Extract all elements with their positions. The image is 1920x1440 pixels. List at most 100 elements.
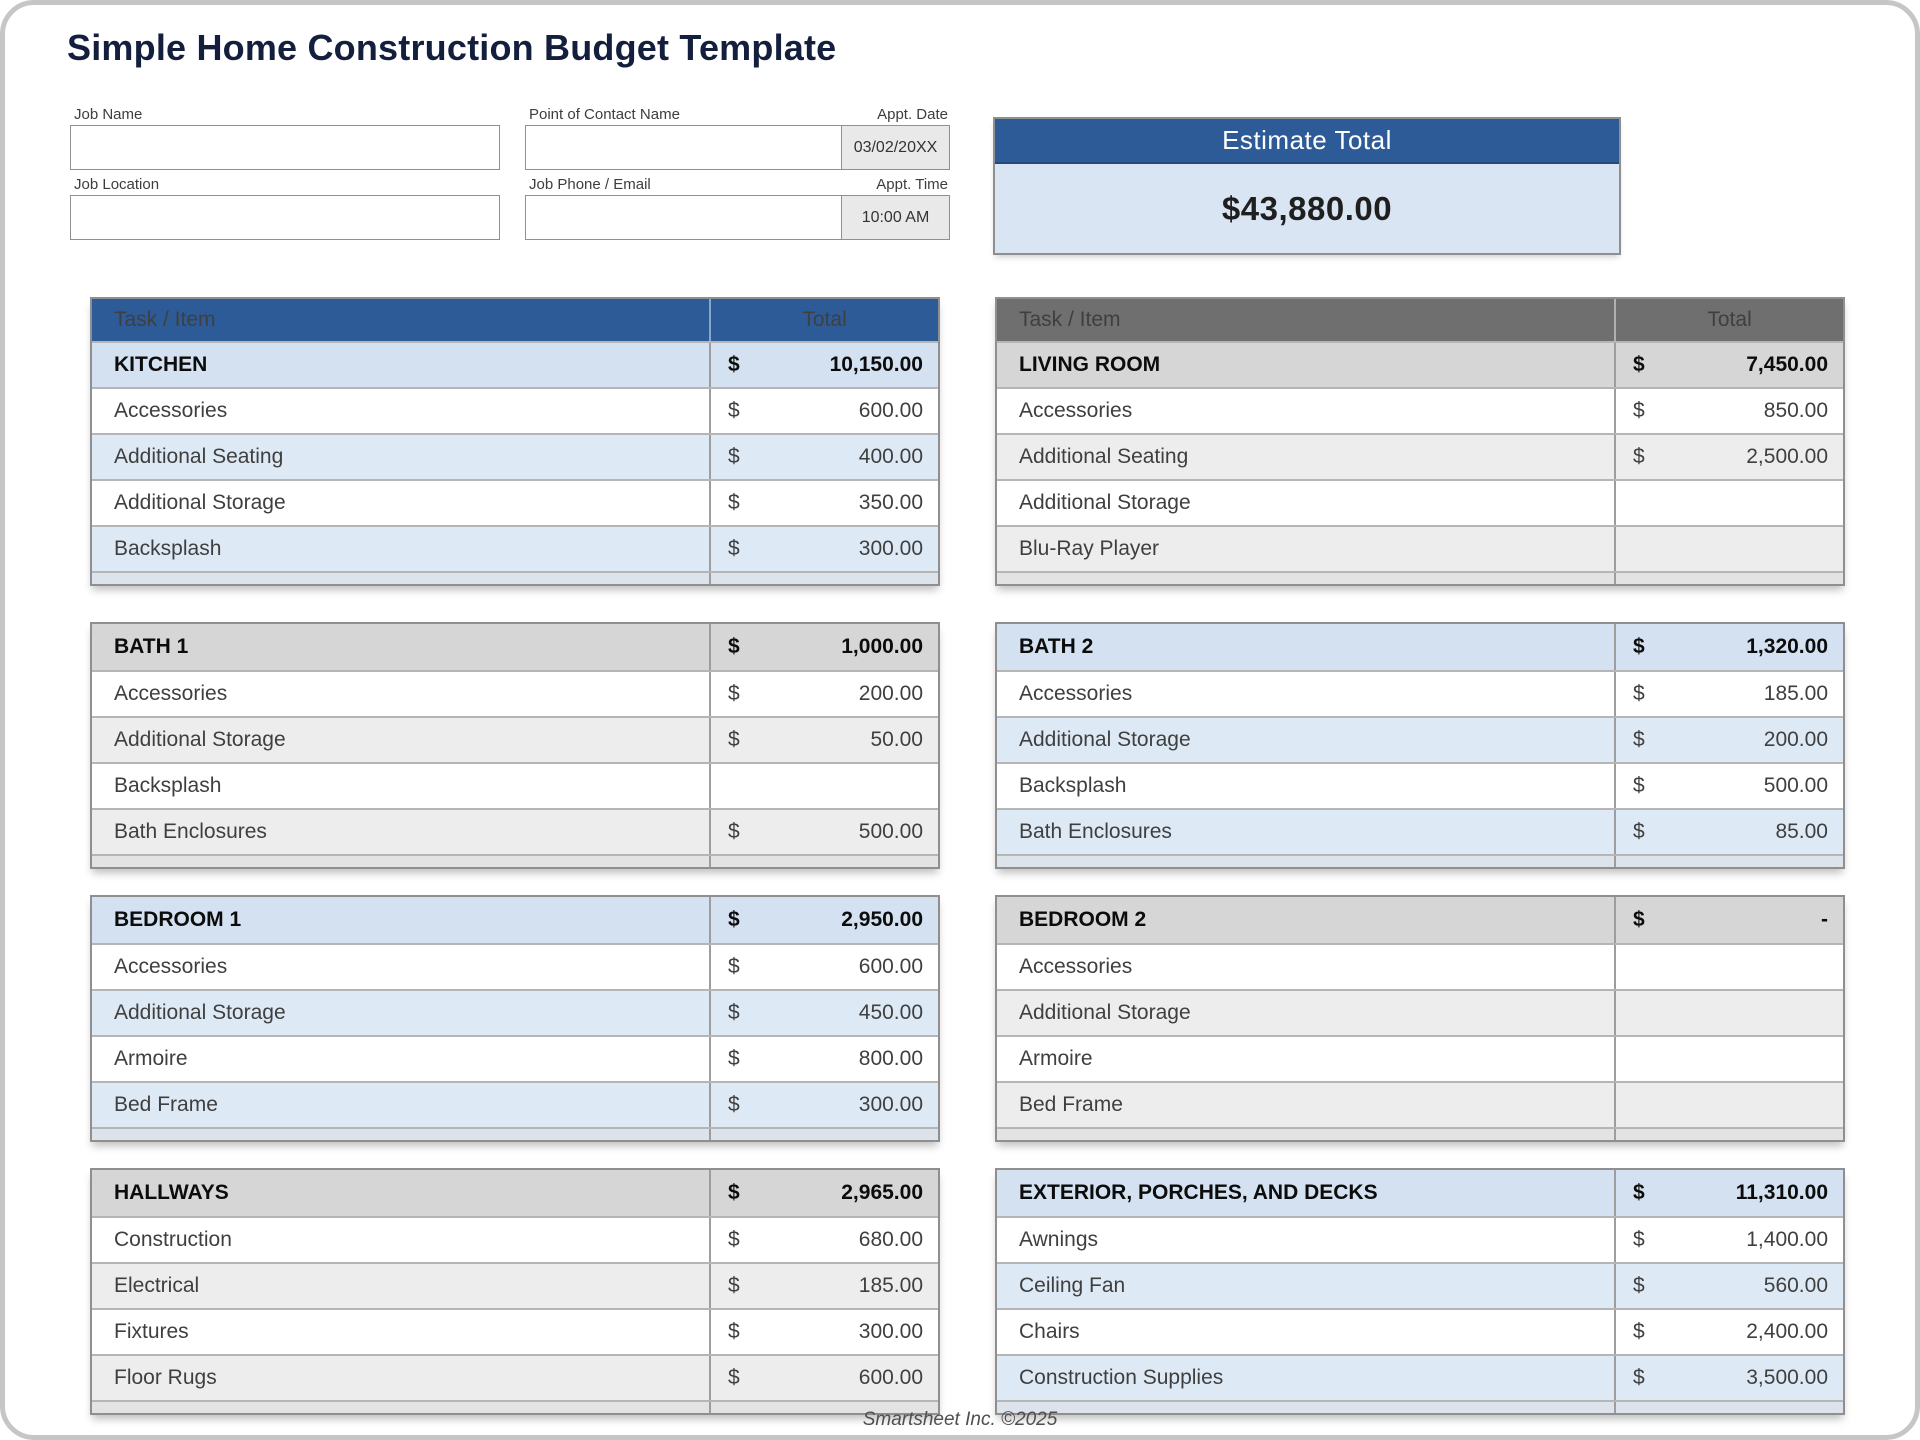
total-cell[interactable]	[1613, 1402, 1843, 1413]
total-cell[interactable]	[1613, 991, 1843, 1035]
total-cell[interactable]: $300.00	[708, 527, 938, 571]
table-row: Backsplash $300.00	[92, 525, 938, 571]
phone-email-input[interactable]	[526, 196, 841, 239]
total-cell[interactable]: $600.00	[708, 1356, 938, 1400]
total-cell[interactable]: $11,310.00	[1613, 1170, 1843, 1216]
currency-symbol: $	[727, 908, 740, 931]
table-row: Additional Storage $50.00	[92, 716, 938, 762]
total-cell[interactable]	[1613, 1129, 1843, 1140]
total-cell[interactable]	[1613, 945, 1843, 989]
total-cell[interactable]: $10,150.00	[708, 343, 938, 387]
task-cell: HALLWAYS	[114, 1181, 229, 1204]
page-title: Simple Home Construction Budget Template	[67, 27, 837, 68]
total-cell[interactable]: $3,500.00	[1613, 1356, 1843, 1400]
table-row: Construction $680.00	[92, 1216, 938, 1262]
table-row: Additional Seating $400.00	[92, 433, 938, 479]
task-cell: Backsplash	[1019, 774, 1127, 797]
total-cell[interactable]: $300.00	[708, 1083, 938, 1127]
amount: 10,150.00	[829, 353, 923, 376]
job-name-field-group: Job Name	[70, 105, 500, 170]
table-row: Additional Storage $350.00	[92, 479, 938, 525]
amount: 1,400.00	[1746, 1228, 1828, 1251]
category-row: BATH 1 $1,000.00	[92, 624, 938, 670]
total-cell[interactable]: $450.00	[708, 991, 938, 1035]
total-cell[interactable]: $500.00	[1613, 764, 1843, 808]
amount: -	[1821, 908, 1828, 931]
table-row: Accessories $850.00	[997, 387, 1843, 433]
total-cell[interactable]: $2,500.00	[1613, 435, 1843, 479]
total-cell[interactable]: $350.00	[708, 481, 938, 525]
total-cell[interactable]	[1613, 481, 1843, 525]
total-cell[interactable]: $185.00	[708, 1264, 938, 1308]
total-cell[interactable]: $680.00	[708, 1218, 938, 1262]
total-cell[interactable]	[1613, 1037, 1843, 1081]
total-cell[interactable]	[708, 1129, 938, 1140]
total-cell[interactable]: $300.00	[708, 1310, 938, 1354]
table-row: Additional Storage	[997, 479, 1843, 525]
table-row: Armoire	[997, 1035, 1843, 1081]
total-cell[interactable]: $600.00	[708, 389, 938, 433]
total-cell[interactable]	[1613, 1083, 1843, 1127]
amount: 800.00	[858, 1047, 923, 1070]
table-row: Bed Frame $300.00	[92, 1081, 938, 1127]
total-cell[interactable]: $600.00	[708, 945, 938, 989]
appt-date-value[interactable]: 03/02/20XX	[841, 126, 949, 169]
table-row: Bed Frame	[997, 1081, 1843, 1127]
total-cell[interactable]	[1613, 856, 1843, 867]
task-cell: Additional Seating	[114, 445, 284, 468]
budget-table-living-room: Task / Item Total LIVING ROOM $7,450.00 Acce…	[995, 297, 1845, 586]
job-name-input[interactable]	[70, 125, 500, 170]
category-row: LIVING ROOM $7,450.00	[997, 341, 1843, 387]
total-cell[interactable]: $50.00	[708, 718, 938, 762]
budget-table-exterior-porches-and-decks: EXTERIOR, PORCHES, AND DECKS $11,310.00 Aw…	[995, 1168, 1845, 1415]
table-row: Blu-Ray Player	[997, 525, 1843, 571]
task-cell: BATH 2	[1019, 635, 1094, 658]
total-cell[interactable]: $2,950.00	[708, 897, 938, 943]
table-row: Backsplash $500.00	[997, 762, 1843, 808]
task-cell	[92, 573, 709, 584]
currency-symbol: $	[727, 1181, 740, 1204]
total-cell[interactable]: $85.00	[1613, 810, 1843, 854]
total-cell[interactable]	[708, 573, 938, 584]
contact-name-input[interactable]	[526, 126, 841, 169]
total-cell[interactable]	[708, 856, 938, 867]
budget-table-bath-2: BATH 2 $1,320.00 Accessories $185.00 Additio…	[995, 622, 1845, 869]
total-cell[interactable]: $800.00	[708, 1037, 938, 1081]
task-cell: KITCHEN	[114, 353, 208, 376]
currency-symbol: $	[727, 635, 740, 658]
table-row: Additional Storage $200.00	[997, 716, 1843, 762]
table-row: Construction Supplies $3,500.00	[997, 1354, 1843, 1400]
estimate-total-panel: Estimate Total $43,880.00	[993, 117, 1621, 255]
currency-symbol: $	[1632, 774, 1645, 797]
total-cell[interactable]: $2,965.00	[708, 1170, 938, 1216]
total-cell[interactable]: $7,450.00	[1613, 343, 1843, 387]
appt-time-value[interactable]: 10:00 AM	[841, 196, 949, 239]
total-cell[interactable]: $ -	[1613, 897, 1843, 943]
total-cell[interactable]: $185.00	[1613, 672, 1843, 716]
total-cell[interactable]: $200.00	[708, 672, 938, 716]
total-cell[interactable]: $1,400.00	[1613, 1218, 1843, 1262]
amount: 600.00	[858, 1366, 923, 1389]
total-cell[interactable]: $560.00	[1613, 1264, 1843, 1308]
task-cell: Additional Storage	[1019, 728, 1191, 751]
job-location-input[interactable]	[70, 195, 500, 240]
total-cell[interactable]	[708, 1402, 938, 1413]
total-cell[interactable]: $200.00	[1613, 718, 1843, 762]
appt-date-label: Appt. Date	[877, 106, 948, 123]
estimate-total-value: $43,880.00	[1221, 189, 1393, 227]
task-cell: EXTERIOR, PORCHES, AND DECKS	[1019, 1181, 1378, 1204]
total-cell[interactable]: $500.00	[708, 810, 938, 854]
total-cell[interactable]: $400.00	[708, 435, 938, 479]
total-cell[interactable]: $850.00	[1613, 389, 1843, 433]
total-cell[interactable]: $1,320.00	[1613, 624, 1843, 670]
currency-symbol: $	[727, 399, 740, 422]
task-cell: Additional Storage	[1019, 1001, 1191, 1024]
total-cell[interactable]	[1613, 573, 1843, 584]
total-cell[interactable]	[708, 764, 938, 808]
task-cell: Awnings	[1019, 1228, 1098, 1251]
total-cell[interactable]	[1613, 527, 1843, 571]
total-cell[interactable]: $2,400.00	[1613, 1310, 1843, 1354]
amount: 3,500.00	[1746, 1366, 1828, 1389]
total-cell[interactable]: $1,000.00	[708, 624, 938, 670]
task-cell: Construction	[114, 1228, 232, 1251]
